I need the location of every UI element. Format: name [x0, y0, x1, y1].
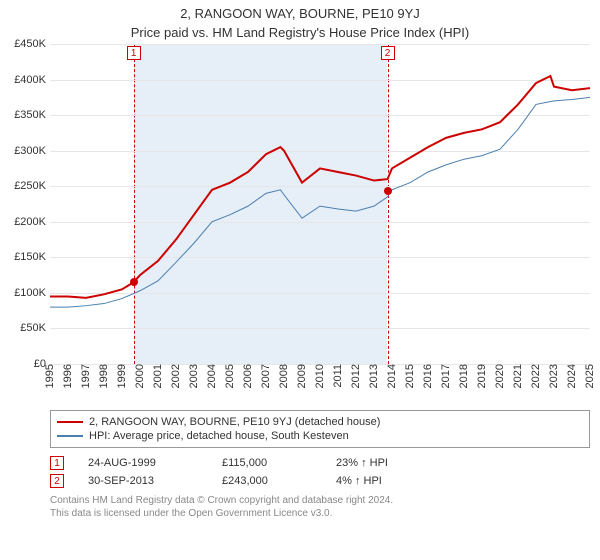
y-tick-label: £300K — [2, 145, 46, 157]
x-tick-label: 2004 — [206, 364, 218, 388]
x-tick-label: 1998 — [98, 364, 110, 388]
x-tick-label: 1999 — [116, 364, 128, 388]
line-layer — [50, 44, 590, 364]
x-tick-label: 2023 — [548, 364, 560, 388]
sale-marker-badge: 1 — [50, 456, 64, 470]
y-tick-label: £350K — [2, 109, 46, 121]
attribution-footer: Contains HM Land Registry data © Crown c… — [50, 494, 590, 520]
footer-line: Contains HM Land Registry data © Crown c… — [50, 494, 590, 507]
sale-price: £243,000 — [222, 475, 312, 487]
x-tick-label: 2018 — [458, 364, 470, 388]
sale-delta: 4% ↑ HPI — [336, 475, 382, 487]
x-tick-label: 2016 — [422, 364, 434, 388]
sale-marker-badge: 2 — [50, 474, 64, 488]
legend: 2, RANGOON WAY, BOURNE, PE10 9YJ (detach… — [50, 410, 590, 448]
sale-marker-flag: 2 — [381, 46, 395, 60]
footer-line: This data is licensed under the Open Gov… — [50, 507, 590, 520]
chart-title: 2, RANGOON WAY, BOURNE, PE10 9YJ — [0, 0, 600, 21]
y-tick-label: £400K — [2, 74, 46, 86]
x-tick-label: 2014 — [386, 364, 398, 388]
x-tick-label: 2019 — [476, 364, 488, 388]
sale-row: 1 24-AUG-1999 £115,000 23% ↑ HPI — [50, 454, 590, 472]
series-line — [50, 76, 590, 298]
x-tick-label: 2011 — [332, 364, 344, 388]
sale-point-dot — [384, 187, 392, 195]
sale-date: 24-AUG-1999 — [88, 457, 198, 469]
sale-price: £115,000 — [222, 457, 312, 469]
sale-delta: 23% ↑ HPI — [336, 457, 388, 469]
x-tick-label: 2021 — [512, 364, 524, 388]
series-line — [50, 97, 590, 307]
x-axis: 1995199619971998199920002001200220032004… — [50, 364, 590, 404]
y-tick-label: £450K — [2, 38, 46, 50]
x-tick-label: 2020 — [494, 364, 506, 388]
x-tick-label: 2005 — [224, 364, 236, 388]
x-tick-label: 2008 — [278, 364, 290, 388]
legend-item: 2, RANGOON WAY, BOURNE, PE10 9YJ (detach… — [57, 415, 583, 429]
x-tick-label: 2006 — [242, 364, 254, 388]
legend-item: HPI: Average price, detached house, Sout… — [57, 429, 583, 443]
x-tick-label: 1996 — [62, 364, 74, 388]
x-tick-label: 2007 — [260, 364, 272, 388]
legend-label: 2, RANGOON WAY, BOURNE, PE10 9YJ (detach… — [89, 416, 380, 428]
x-tick-label: 1997 — [80, 364, 92, 388]
legend-swatch — [57, 435, 83, 437]
x-tick-label: 2000 — [134, 364, 146, 388]
y-tick-label: £0 — [2, 358, 46, 370]
x-tick-label: 2009 — [296, 364, 308, 388]
sale-row: 2 30-SEP-2013 £243,000 4% ↑ HPI — [50, 472, 590, 490]
x-tick-label: 2024 — [566, 364, 578, 388]
sale-point-dot — [130, 278, 138, 286]
y-tick-label: £100K — [2, 287, 46, 299]
y-tick-label: £200K — [2, 216, 46, 228]
y-tick-label: £150K — [2, 251, 46, 263]
x-tick-label: 2003 — [188, 364, 200, 388]
x-tick-label: 2025 — [584, 364, 596, 388]
x-tick-label: 2022 — [530, 364, 542, 388]
plot-area: £0£50K£100K£150K£200K£250K£300K£350K£400… — [50, 44, 590, 364]
chart-subtitle: Price paid vs. HM Land Registry's House … — [0, 21, 600, 44]
x-tick-label: 2010 — [314, 364, 326, 388]
legend-swatch — [57, 421, 83, 423]
sale-marker-flag: 1 — [127, 46, 141, 60]
x-tick-label: 2015 — [404, 364, 416, 388]
x-tick-label: 2012 — [350, 364, 362, 388]
chart-container: 2, RANGOON WAY, BOURNE, PE10 9YJ Price p… — [0, 0, 600, 560]
sale-date: 30-SEP-2013 — [88, 475, 198, 487]
legend-label: HPI: Average price, detached house, Sout… — [89, 430, 349, 442]
x-tick-label: 2002 — [170, 364, 182, 388]
x-tick-label: 1995 — [44, 364, 56, 388]
x-tick-label: 2013 — [368, 364, 380, 388]
sales-table: 1 24-AUG-1999 £115,000 23% ↑ HPI 2 30-SEP-201… — [50, 454, 590, 490]
x-tick-label: 2017 — [440, 364, 452, 388]
y-tick-label: £50K — [2, 322, 46, 334]
x-tick-label: 2001 — [152, 364, 164, 388]
y-tick-label: £250K — [2, 180, 46, 192]
